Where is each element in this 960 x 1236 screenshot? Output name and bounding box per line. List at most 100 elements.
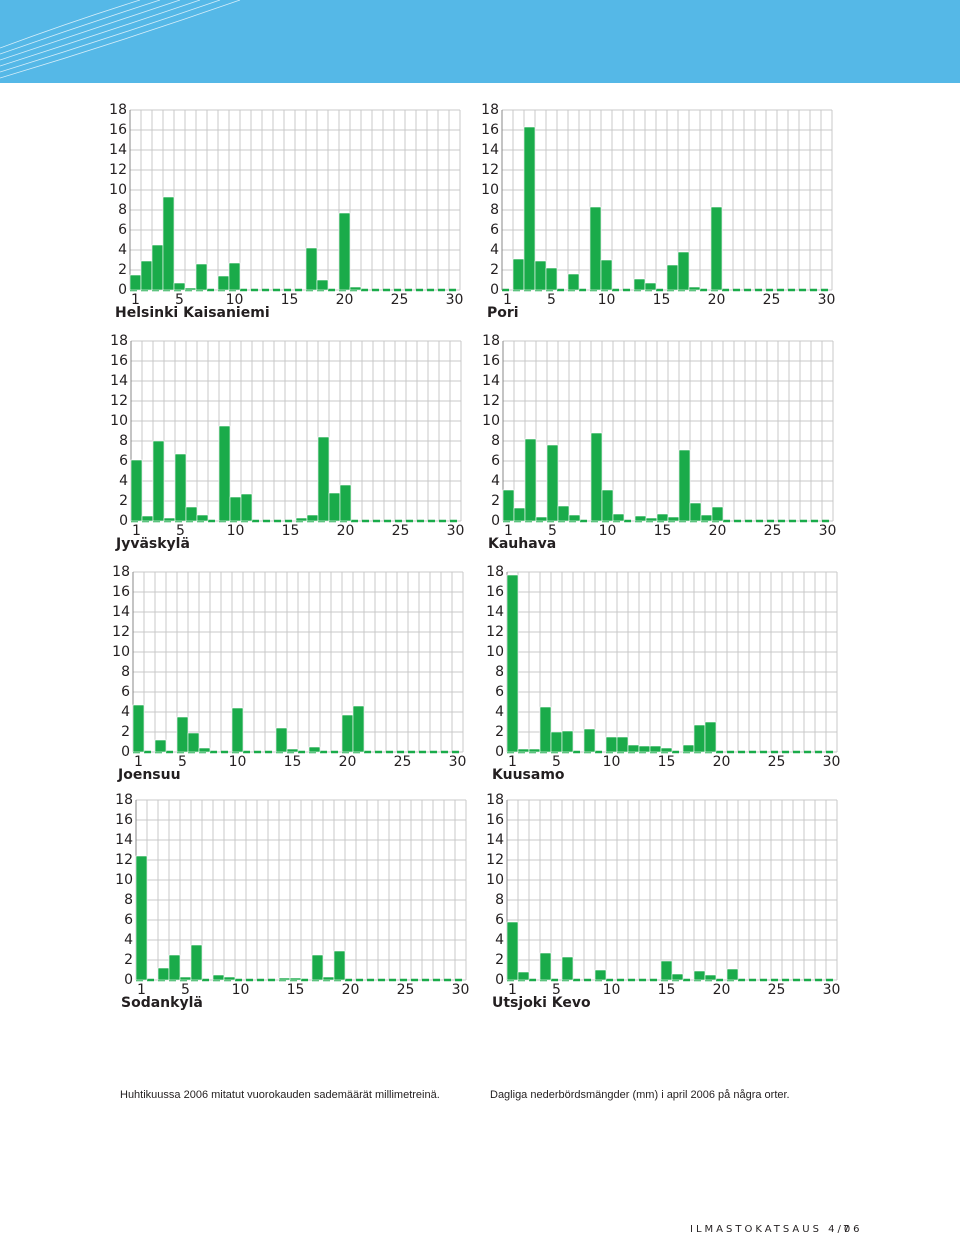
y-tick-label: 8 bbox=[121, 664, 130, 680]
y-tick-label: 10 bbox=[110, 413, 128, 429]
bar bbox=[317, 436, 330, 522]
y-tick-label: 18 bbox=[486, 564, 504, 580]
y-tick-label: 2 bbox=[119, 493, 128, 509]
y-tick-label: 14 bbox=[482, 373, 500, 389]
y-tick-label: 4 bbox=[124, 932, 133, 948]
y-tick-label: 12 bbox=[481, 162, 499, 178]
bar bbox=[528, 748, 541, 753]
bar bbox=[671, 973, 684, 981]
x-tick-label: 20 bbox=[713, 982, 731, 998]
x-tick-label: 30 bbox=[449, 754, 467, 770]
y-tick-label: 12 bbox=[486, 624, 504, 640]
y-tick-label: 16 bbox=[115, 812, 133, 828]
bar bbox=[649, 745, 662, 753]
x-tick-label: 15 bbox=[658, 754, 676, 770]
y-tick-label: 16 bbox=[110, 353, 128, 369]
y-tick-label: 12 bbox=[110, 393, 128, 409]
bar bbox=[349, 286, 362, 291]
header-decoration bbox=[0, 0, 241, 79]
x-tick-label: 20 bbox=[709, 523, 727, 539]
y-tick-label: 4 bbox=[118, 242, 127, 258]
chart-title: Pori bbox=[487, 305, 519, 321]
bar bbox=[228, 262, 241, 291]
bar bbox=[546, 444, 559, 522]
y-tick-label: 14 bbox=[110, 373, 128, 389]
y-tick-label: 16 bbox=[112, 584, 130, 600]
x-tick-label: 25 bbox=[391, 292, 409, 308]
bar bbox=[322, 976, 335, 981]
x-tick-label: 10 bbox=[599, 523, 617, 539]
bar bbox=[589, 206, 602, 291]
x-tick-label: 25 bbox=[764, 523, 782, 539]
x-tick-label: 30 bbox=[452, 982, 470, 998]
bar bbox=[184, 287, 197, 291]
bar bbox=[513, 507, 526, 522]
bar bbox=[666, 264, 679, 291]
bar bbox=[612, 513, 625, 522]
x-tick-label: 10 bbox=[232, 982, 250, 998]
bar bbox=[616, 736, 629, 753]
x-tick-label: 1 bbox=[504, 523, 513, 539]
y-tick-label: 10 bbox=[109, 182, 127, 198]
bar bbox=[308, 746, 321, 753]
x-tick-label: 1 bbox=[508, 982, 517, 998]
x-tick-label: 5 bbox=[175, 292, 184, 308]
bar bbox=[295, 517, 308, 522]
bar bbox=[129, 274, 142, 291]
y-tick-label: 14 bbox=[112, 604, 130, 620]
y-tick-label: 2 bbox=[121, 724, 130, 740]
bar bbox=[154, 739, 167, 753]
x-tick-label: 5 bbox=[181, 982, 190, 998]
y-tick-label: 18 bbox=[110, 333, 128, 349]
bar bbox=[568, 514, 581, 522]
y-tick-label: 0 bbox=[124, 972, 133, 988]
bar bbox=[151, 244, 164, 291]
bar bbox=[333, 950, 346, 981]
y-tick-label: 8 bbox=[491, 433, 500, 449]
x-tick-label: 10 bbox=[227, 523, 245, 539]
y-tick-label: 8 bbox=[124, 892, 133, 908]
x-tick-label: 30 bbox=[818, 292, 836, 308]
bar bbox=[682, 744, 695, 753]
y-tick-label: 16 bbox=[486, 584, 504, 600]
x-tick-label: 1 bbox=[131, 292, 140, 308]
bar bbox=[502, 489, 515, 522]
y-tick-label: 14 bbox=[109, 142, 127, 158]
bar bbox=[557, 505, 570, 522]
x-tick-label: 20 bbox=[342, 982, 360, 998]
bar bbox=[311, 954, 324, 981]
bar bbox=[710, 206, 723, 291]
bar bbox=[289, 977, 302, 981]
x-tick-label: 20 bbox=[337, 523, 355, 539]
x-tick-label: 25 bbox=[394, 754, 412, 770]
chart-title: Sodankylä bbox=[121, 995, 203, 1011]
bar bbox=[539, 706, 552, 753]
x-tick-label: 15 bbox=[284, 754, 302, 770]
bar bbox=[711, 506, 724, 522]
bar bbox=[217, 275, 230, 291]
bar bbox=[306, 514, 319, 522]
y-tick-label: 0 bbox=[491, 513, 500, 529]
chart-title: Helsinki Kaisaniemi bbox=[115, 305, 270, 321]
x-tick-label: 30 bbox=[446, 292, 464, 308]
bar bbox=[634, 515, 647, 522]
bar bbox=[660, 960, 673, 981]
y-tick-label: 4 bbox=[495, 932, 504, 948]
bar bbox=[561, 730, 574, 753]
y-tick-label: 0 bbox=[495, 972, 504, 988]
bar bbox=[341, 714, 354, 753]
x-tick-label: 10 bbox=[229, 754, 247, 770]
chart-title: Kauhava bbox=[488, 536, 556, 552]
y-tick-label: 14 bbox=[481, 142, 499, 158]
bar bbox=[328, 492, 341, 522]
x-tick-label: 15 bbox=[654, 523, 672, 539]
bar bbox=[644, 282, 657, 291]
y-tick-label: 6 bbox=[121, 684, 130, 700]
bar bbox=[645, 517, 658, 522]
bar bbox=[660, 747, 673, 753]
bar bbox=[601, 489, 614, 522]
bar bbox=[162, 196, 175, 291]
x-tick-label: 15 bbox=[287, 982, 305, 998]
bar bbox=[173, 282, 186, 291]
